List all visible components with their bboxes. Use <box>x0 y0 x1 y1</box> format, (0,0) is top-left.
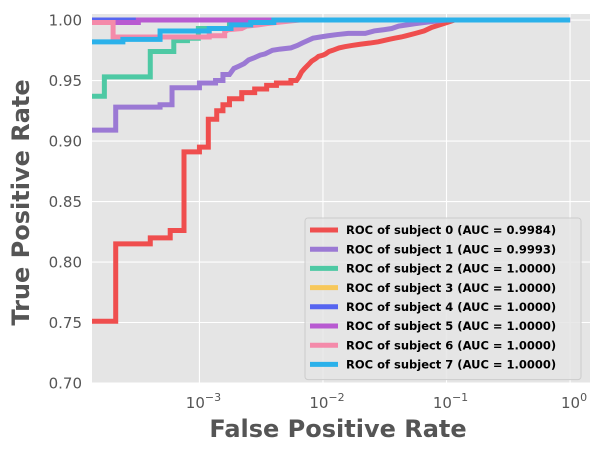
x-tick-base: 10 <box>561 394 580 412</box>
y-tick-label: 0.75 <box>49 314 82 332</box>
y-tick-label: 0.85 <box>49 193 82 211</box>
x-tick-exponent: −1 <box>452 391 468 404</box>
x-tick-label: 10−2 <box>309 391 344 412</box>
y-tick-label: 0.90 <box>49 133 82 151</box>
x-tick-exponent: −3 <box>205 391 221 404</box>
legend-label: ROC of subject 4 (AUC = 1.0000) <box>346 300 556 314</box>
x-tick-base: 10 <box>186 394 205 412</box>
y-tick-label: 0.80 <box>49 254 82 272</box>
y-tick-label: 1.00 <box>49 12 82 30</box>
legend-label: ROC of subject 0 (AUC = 0.9984) <box>346 223 556 237</box>
legend-label: ROC of subject 6 (AUC = 1.0000) <box>346 338 556 352</box>
x-tick-label: 10−1 <box>433 391 468 412</box>
y-axis-ticks: 0.70 0.75 0.80 0.85 0.90 0.95 1.00 <box>49 12 82 393</box>
x-tick-exponent: −2 <box>328 391 344 404</box>
roc-line-subject-0 <box>92 17 571 324</box>
legend-label: ROC of subject 7 (AUC = 1.0000) <box>346 358 556 372</box>
x-axis-title: False Positive Rate <box>209 415 466 443</box>
legend-label: ROC of subject 2 (AUC = 1.0000) <box>346 262 556 276</box>
roc-line-subject-1 <box>92 17 571 133</box>
y-tick-label: 0.95 <box>49 72 82 90</box>
roc-line-subject-7 <box>92 17 571 45</box>
x-tick-base: 10 <box>309 394 328 412</box>
legend-box <box>304 217 582 381</box>
x-tick-exponent: 0 <box>580 391 587 404</box>
x-tick-base: 10 <box>433 394 452 412</box>
y-tick-label: 0.70 <box>49 375 82 393</box>
legend-label: ROC of subject 3 (AUC = 1.0000) <box>346 281 556 295</box>
legend: ROC of subject 0 (AUC = 0.9984) ROC of su… <box>304 217 582 381</box>
y-axis-title: True Positive Rate <box>7 79 35 325</box>
series-lines <box>92 17 571 324</box>
x-tick-label: 100 <box>561 391 587 412</box>
legend-label: ROC of subject 5 (AUC = 1.0000) <box>346 319 556 333</box>
x-tick-label: 10−3 <box>186 391 221 412</box>
x-axis-ticks: 10−3 10−2 10−1 100 <box>186 391 587 412</box>
legend-label: ROC of subject 1 (AUC = 0.9993) <box>346 242 556 256</box>
